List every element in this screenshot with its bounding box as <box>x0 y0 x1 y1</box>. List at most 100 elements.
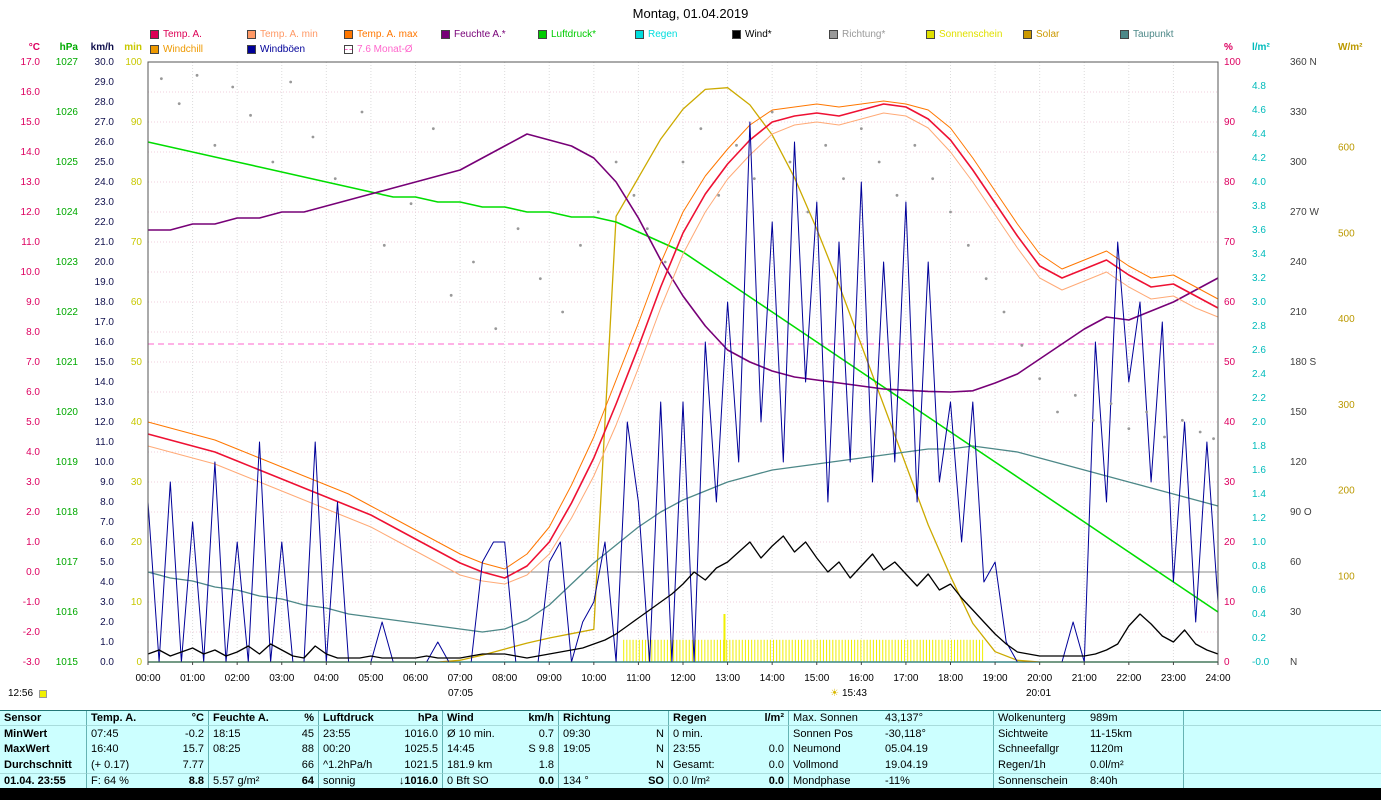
info-cell-2: Wolkenunterg 989m <box>993 711 1183 727</box>
axis-label-kmh: 16.0 <box>95 337 115 348</box>
row-label: 01.04. 23:55 <box>0 772 86 788</box>
yellow-tick-icon <box>39 689 48 698</box>
axis-label-temp: 7.0 <box>26 357 40 368</box>
x-tick-label: 11:00 <box>626 673 651 684</box>
sunset-time: 20:01 <box>1026 688 1052 699</box>
x-tick-label: 09:00 <box>537 673 562 684</box>
axis-label-pct: 30 <box>1224 477 1236 488</box>
axis-label-lm2: 1.4 <box>1252 489 1266 500</box>
x-tick-label: 16:00 <box>849 673 874 684</box>
axis-label-sunmin: 100 <box>125 57 142 68</box>
legend-item-feuchte-a-: Feuchte A.* <box>441 29 538 40</box>
axis-label-lm2: 4.4 <box>1252 129 1266 140</box>
axis-label-lm2: -0.0 <box>1252 657 1270 668</box>
axis-label-kmh: 29.0 <box>95 77 115 88</box>
axis-unit-sunmin: min <box>124 42 142 53</box>
x-tick-label: 21:00 <box>1072 673 1097 684</box>
axis-label-temp: 12.0 <box>21 207 41 218</box>
axis-label-hpa: 1021 <box>56 357 79 368</box>
axis-label-lm2: 1.8 <box>1252 441 1266 452</box>
axis-label-kmh: 28.0 <box>95 97 115 108</box>
x-tick-label: 01:00 <box>180 673 205 684</box>
axis-label-sunmin: 0 <box>136 657 142 668</box>
legend-item-windchill: Windchill <box>150 44 247 55</box>
axis-label-hpa: 1020 <box>56 407 79 418</box>
axis-label-pct: 10 <box>1224 597 1236 608</box>
x-tick-label: 14:00 <box>760 673 785 684</box>
axis-label-kmh: 23.0 <box>95 197 115 208</box>
axis-label-kmh: 20.0 <box>95 257 115 268</box>
x-tick-label: 04:00 <box>314 673 339 684</box>
axis-label-pct: 60 <box>1224 297 1236 308</box>
color-swatch-icon <box>247 30 256 39</box>
x-tick-label: 00:00 <box>135 673 160 684</box>
legend-item-temp-a-max: Temp. A. max <box>344 29 441 40</box>
color-swatch-icon <box>150 30 159 39</box>
axis-label-temp: -1.0 <box>23 597 41 608</box>
row-label: MaxWert <box>4 743 50 756</box>
axis-label-kmh: 17.0 <box>95 317 115 328</box>
legend-label: Richtung* <box>842 29 886 40</box>
cell-feuchte-a-: 18:15 45 <box>208 726 318 742</box>
summary-table: Sensor Temp. A. °C Feuchte A.% Luftdruck hPa W… <box>0 710 1381 789</box>
solar-noon-time: 12:56 <box>8 688 34 699</box>
series-wind <box>147 535 1219 659</box>
axis-label-lm2: 2.0 <box>1252 417 1266 428</box>
color-swatch-icon <box>732 30 741 39</box>
x-tick-label: 23:00 <box>1161 673 1186 684</box>
axis-label-hpa: 1024 <box>56 207 79 218</box>
axis-unit-hpa: hPa <box>60 42 79 53</box>
axis-label-hpa: 1023 <box>56 257 79 268</box>
cell-wind: Wind km/h <box>442 711 558 727</box>
axis-label-temp: 5.0 <box>26 417 40 428</box>
axis-label-temp: 10.0 <box>21 267 41 278</box>
axis-label-lm2: 4.0 <box>1252 177 1266 188</box>
legend-label: Feuchte A.* <box>454 29 506 40</box>
x-tick-label: 02:00 <box>225 673 250 684</box>
cell-regen: 23:55 0.0 <box>668 741 788 758</box>
axis-label-kmh: 3.0 <box>100 597 114 608</box>
series-temp <box>147 103 1219 579</box>
axis-label-lm2: 0.6 <box>1252 585 1266 596</box>
axis-unit-kmh: km/h <box>91 42 114 53</box>
color-swatch-icon <box>926 30 935 39</box>
axis-unit-wm2: W/m² <box>1338 42 1363 53</box>
color-swatch-icon <box>538 30 547 39</box>
axis-label-kmh: 8.0 <box>100 497 114 508</box>
axis-label-lm2: 3.4 <box>1252 249 1266 260</box>
axis-label-sunmin: 70 <box>131 237 143 248</box>
cell-richtung: 134 ° SO <box>558 772 668 788</box>
cell-wind: Ø 10 min. 0.7 <box>442 726 558 742</box>
axis-label-kmh: 15.0 <box>95 357 115 368</box>
footer-bar <box>0 788 1381 800</box>
x-tick-label: 22:00 <box>1116 673 1141 684</box>
x-tick-label: 03:00 <box>269 673 294 684</box>
axis-label-kmh: 6.0 <box>100 537 114 548</box>
chart-title: Montag, 01.04.2019 <box>632 6 749 21</box>
axis-label-lm2: 3.0 <box>1252 297 1266 308</box>
filler-cell <box>1183 741 1381 758</box>
legend-item-solar: Solar <box>1023 29 1120 40</box>
cell-feuchte-a-: 08:25 88 <box>208 741 318 758</box>
x-tick-label: 12:00 <box>670 673 695 684</box>
axis-label-sunmin: 90 <box>131 117 143 128</box>
legend-item-richtung-: Richtung* <box>829 29 926 40</box>
axis-label-lm2: 0.4 <box>1252 609 1266 620</box>
axis-label-dir: 240 <box>1290 257 1307 268</box>
axis-label-wm2: 300 <box>1338 400 1355 411</box>
x-tick-label: 24:00 <box>1205 673 1230 684</box>
axis-label-kmh: 14.0 <box>95 377 115 388</box>
info-cell-1: Vollmond 19.04.19 <box>788 757 993 773</box>
cell-feuchte-a-: 66 <box>208 757 318 773</box>
series-feuchte <box>148 133 1219 393</box>
x-tick-label: 08:00 <box>492 673 517 684</box>
axis-label-kmh: 18.0 <box>95 297 115 308</box>
x-tick-label: 19:00 <box>983 673 1008 684</box>
x-tick-label: 05:00 <box>358 673 383 684</box>
axis-label-wm2: 500 <box>1338 228 1355 239</box>
axis-label-temp: 3.0 <box>26 477 40 488</box>
axis-label-pct: 40 <box>1224 417 1236 428</box>
axis-label-lm2: 0.8 <box>1252 561 1266 572</box>
axis-label-temp: 16.0 <box>21 87 41 98</box>
